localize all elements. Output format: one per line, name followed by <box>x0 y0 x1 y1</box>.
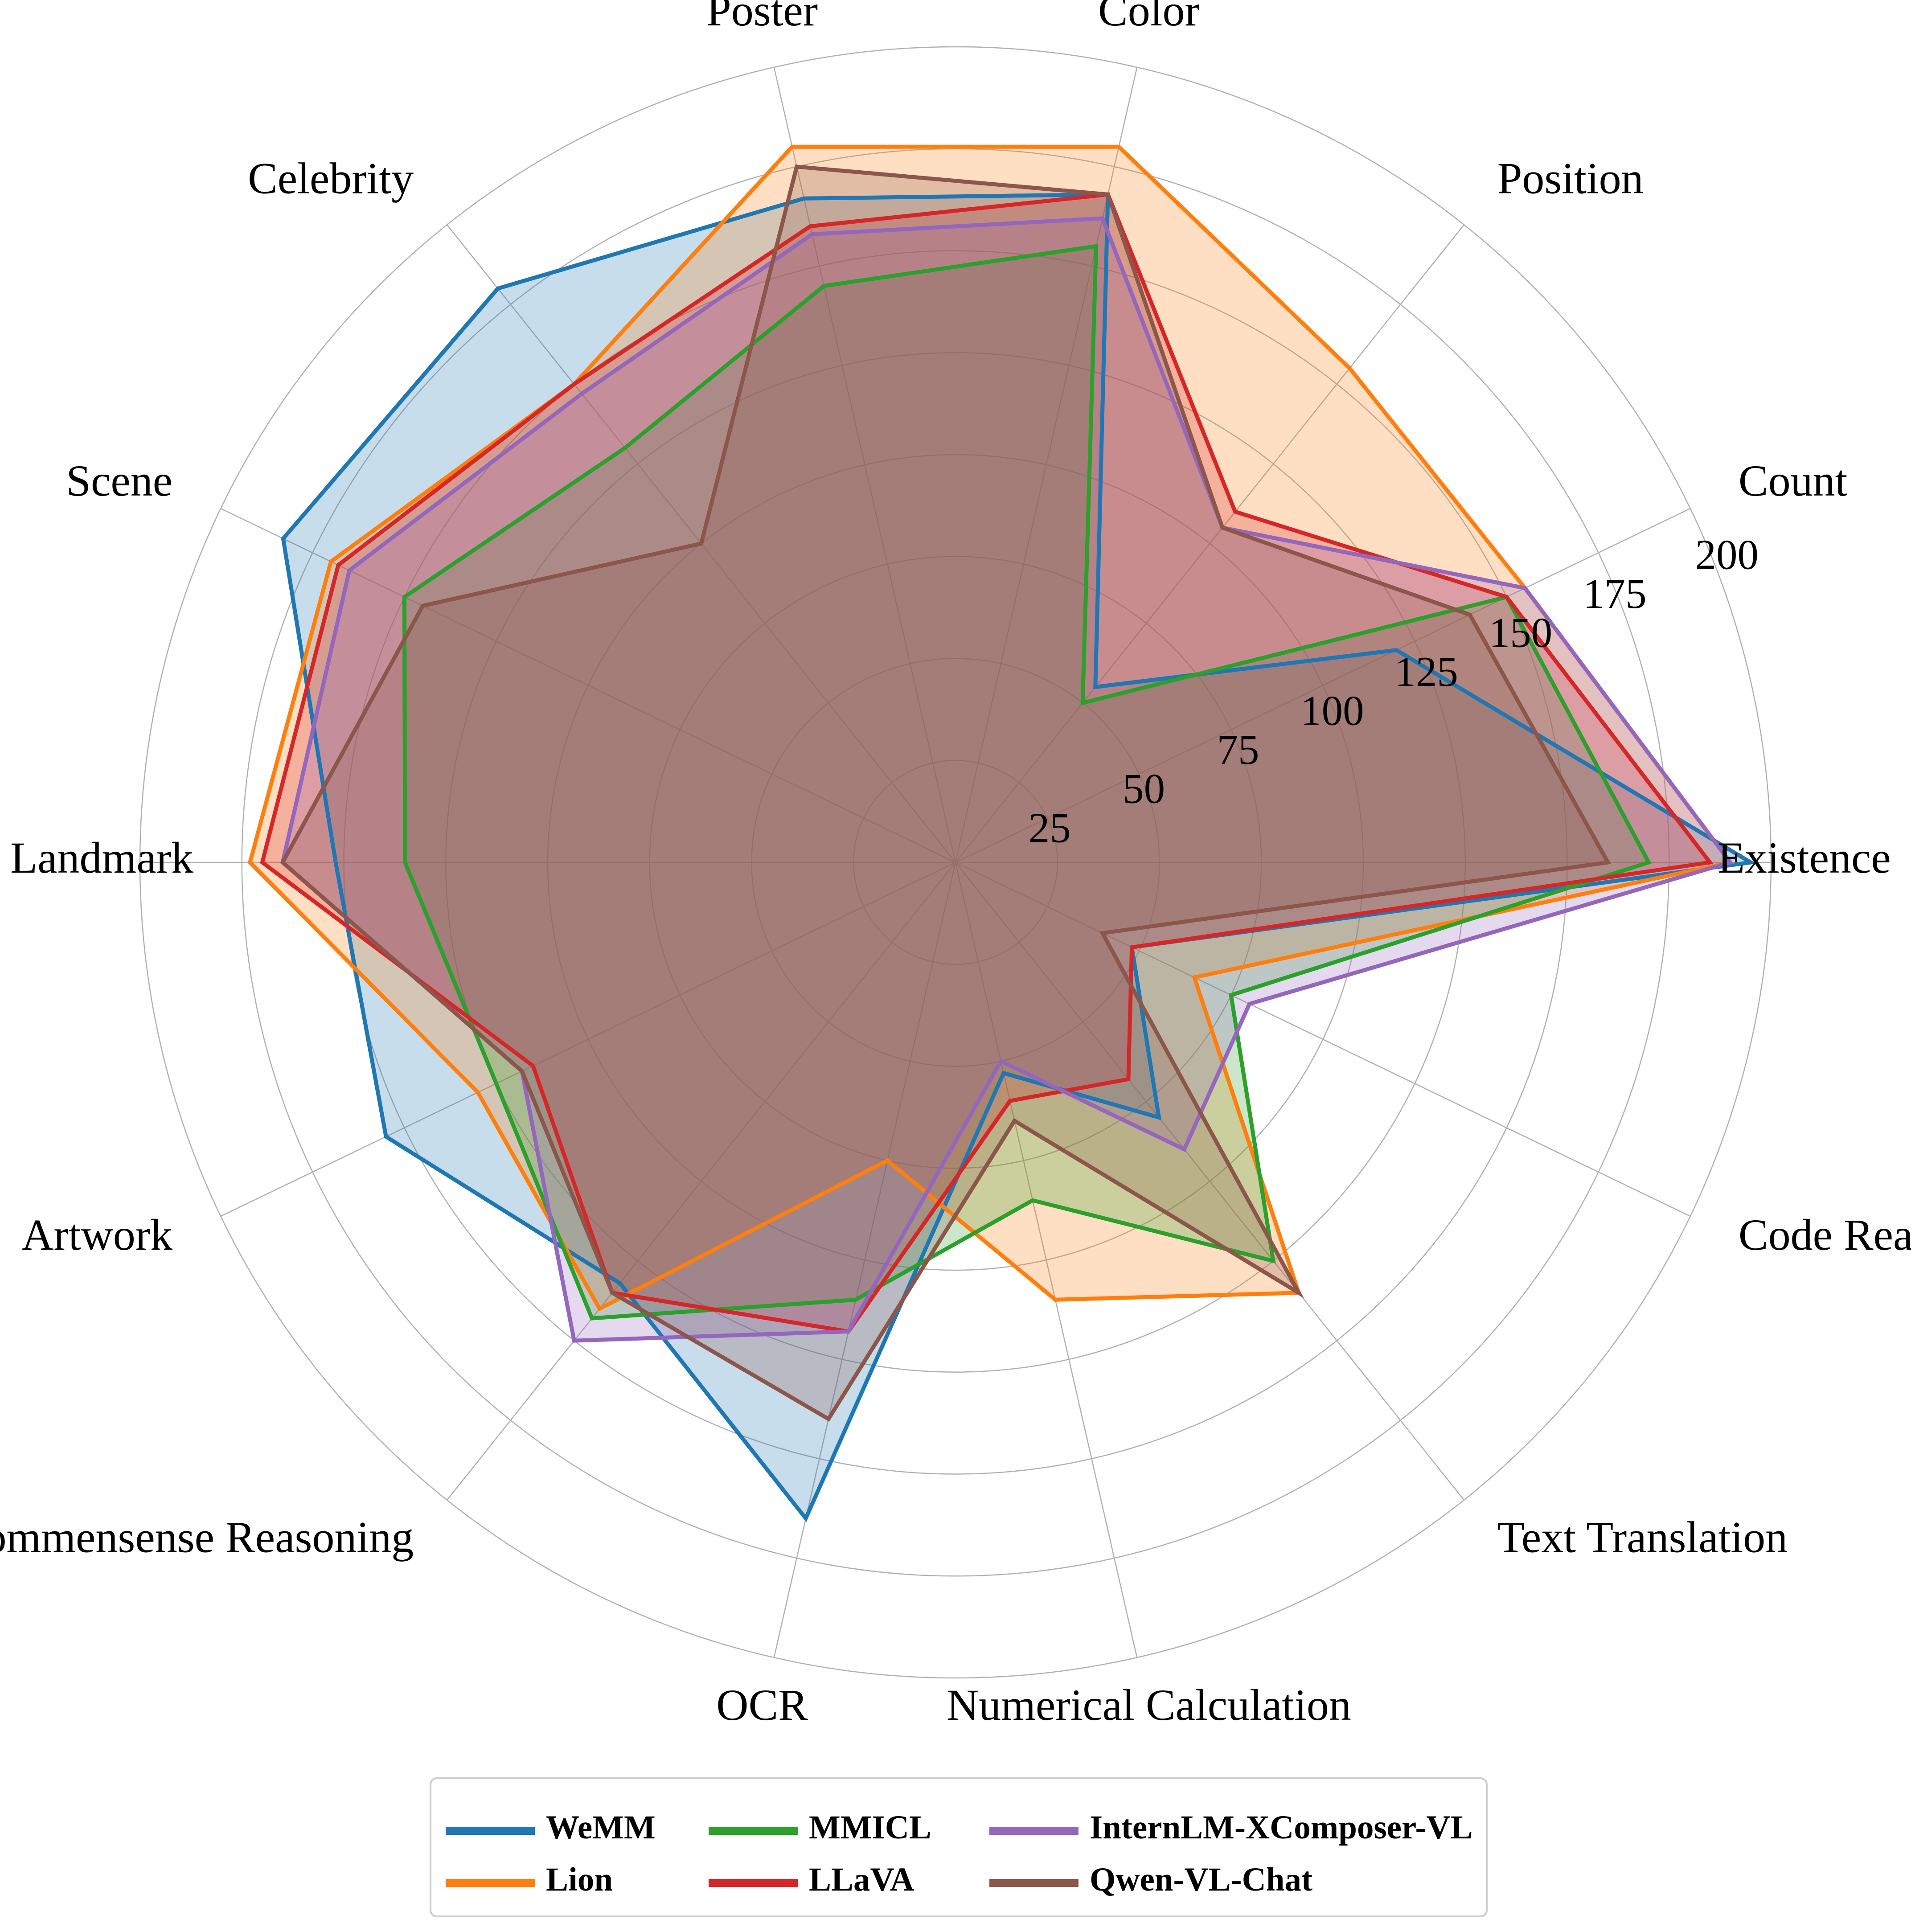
radial-tick-label: 100 <box>1300 687 1364 734</box>
radial-tick-label: 25 <box>1029 804 1071 851</box>
radar-grid <box>139 46 1772 1679</box>
category-labels: Existence Count Position Color Poster Celebri… <box>0 0 1911 1730</box>
legend-label: Lion <box>546 1861 613 1898</box>
category-label: Text Translation <box>1497 1513 1788 1562</box>
legend-label: InternLM-XComposer-VL <box>1090 1809 1473 1846</box>
series-fill-internlm-xcomposer-vl <box>283 218 1731 1341</box>
series-fill-qwen-vl-chat <box>283 166 1608 1419</box>
category-label: OCR <box>716 1680 808 1730</box>
radial-tick-label: 200 <box>1695 531 1759 578</box>
category-label: Existence <box>1718 833 1891 882</box>
radial-tick-label: 50 <box>1123 765 1165 812</box>
grid-spoke <box>773 862 956 1658</box>
grid-spoke <box>955 862 1464 1501</box>
series-fills <box>250 147 1751 1518</box>
category-label: Numerical Calculation <box>947 1680 1351 1730</box>
legend-label: MMICL <box>809 1809 931 1846</box>
series-fill-wemm <box>283 194 1751 1518</box>
series-line-qwen-vl-chat <box>280 164 1612 1422</box>
grid-spoke <box>447 862 956 1501</box>
grid-spoke <box>955 224 1464 863</box>
category-label: Scene <box>66 456 172 505</box>
series-fill-mmicl <box>404 246 1649 1318</box>
series-lines <box>247 144 1757 1522</box>
radial-tick-label: 125 <box>1394 648 1458 695</box>
grid-spoke <box>220 861 956 1217</box>
category-label: Poster <box>706 0 818 35</box>
radial-tick-label: 150 <box>1489 609 1553 656</box>
series-line-llava <box>260 192 1714 1334</box>
legend-label: WeMM <box>546 1809 656 1846</box>
series-fill-llava <box>262 194 1710 1332</box>
grid-spoke <box>955 862 1138 1658</box>
legend-label: LLaVA <box>809 1861 914 1898</box>
category-label: Count <box>1739 456 1848 505</box>
radial-tick-label: 75 <box>1217 726 1259 773</box>
category-label: Celebrity <box>248 153 414 203</box>
grid-spoke <box>220 508 956 863</box>
grid-spoke <box>955 508 1691 863</box>
legend-box <box>430 1777 1488 1917</box>
legend-label: Qwen-VL-Chat <box>1090 1861 1312 1898</box>
category-label: Artwork <box>21 1210 172 1259</box>
category-label: Position <box>1497 153 1644 203</box>
legend: WeMM Lion MMICL LLaVA InternLM-XComposer-VL Q… <box>430 1777 1488 1917</box>
category-label: Code Reasoning <box>1739 1210 1911 1259</box>
category-label: Color <box>1098 0 1200 35</box>
series-fill-lion <box>250 147 1731 1309</box>
category-label: Commensense Reasoning <box>0 1513 414 1562</box>
category-label: Landmark <box>10 833 193 882</box>
series-line-mmicl <box>402 244 1652 1321</box>
radial-tick-labels: 25 50 75 100 125 150 175 200 <box>1029 531 1759 851</box>
radial-tick-label: 175 <box>1583 570 1647 617</box>
series-line-wemm <box>281 192 1757 1522</box>
series-line-lion <box>247 144 1734 1312</box>
grid-spoke <box>955 861 1691 1217</box>
